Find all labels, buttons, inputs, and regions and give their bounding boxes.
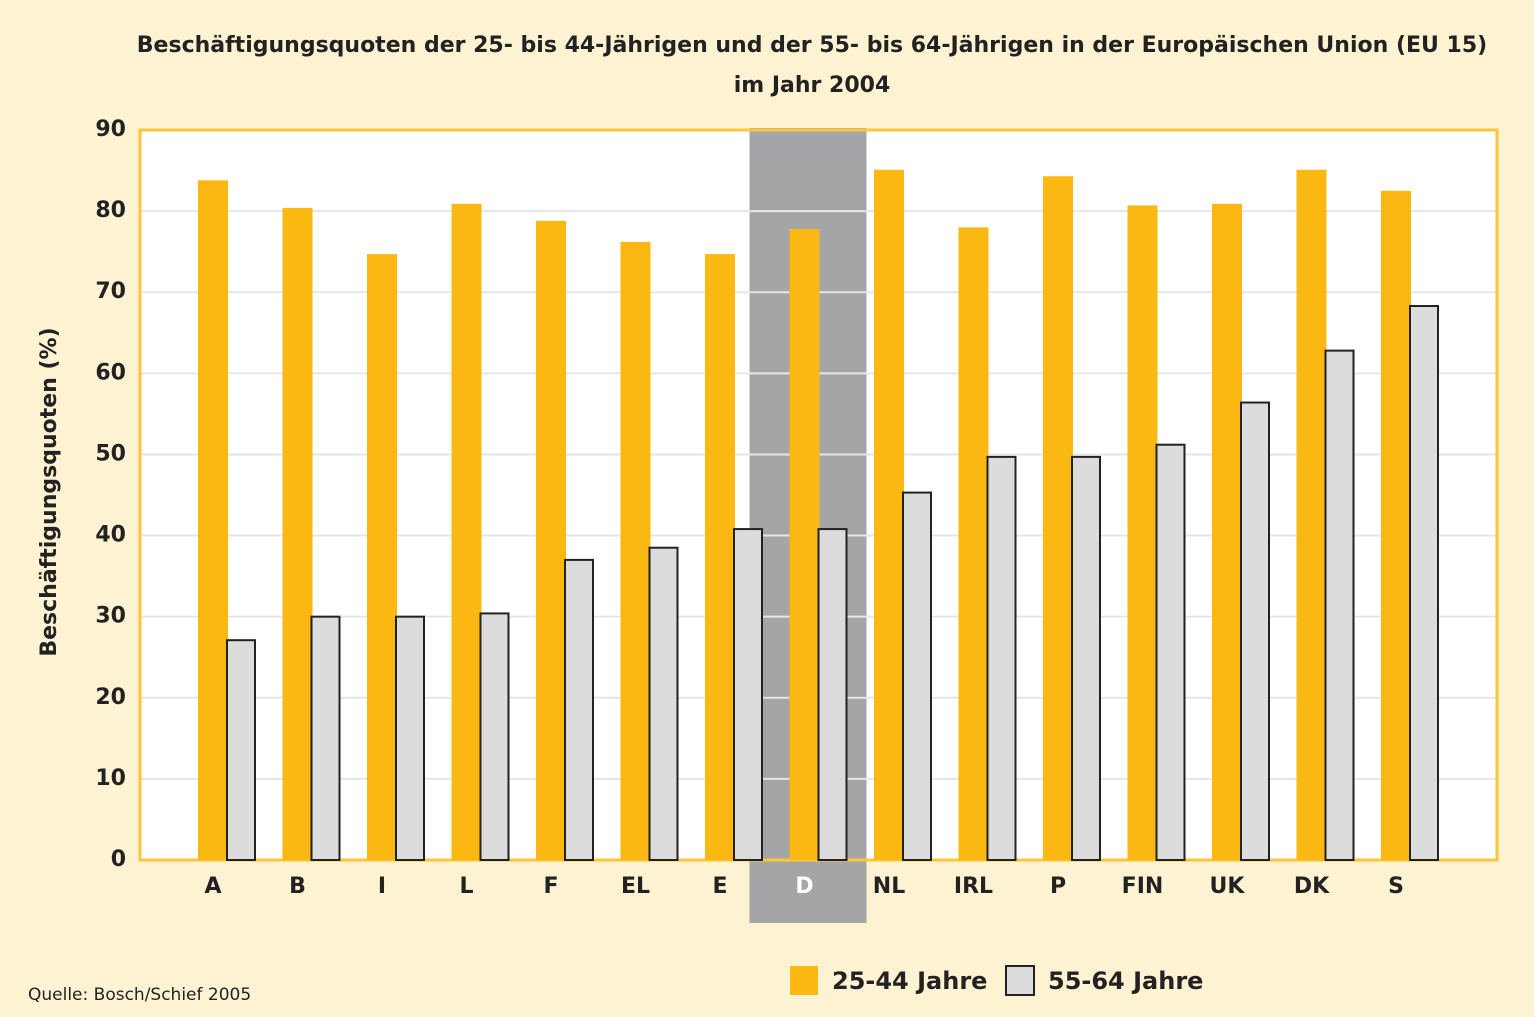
bar	[958, 227, 989, 861]
y-tick-label: 40	[95, 523, 126, 548]
bar	[479, 612, 510, 862]
source: Quelle: Bosch/Schief 2005	[28, 985, 251, 1005]
y-tick-label: 60	[95, 360, 126, 385]
x-tick-label: I	[378, 874, 386, 899]
legend-label: 25-44 Jahre	[832, 967, 987, 995]
x-tick-label: NL	[873, 874, 905, 899]
x-tick-label: F	[543, 874, 558, 899]
chart-title: im Jahr 2004	[734, 73, 891, 98]
bar	[1381, 190, 1411, 861]
x-tick-label: FIN	[1122, 874, 1164, 899]
bar	[620, 241, 651, 860]
legend-swatch	[790, 966, 818, 995]
bar	[226, 639, 256, 862]
bar	[1043, 176, 1073, 860]
y-tick-label: 10	[95, 766, 126, 791]
x-tick-label: DK	[1294, 874, 1330, 899]
bar	[648, 546, 679, 861]
bar	[1071, 455, 1101, 861]
x-tick-label: EL	[621, 874, 650, 899]
bar	[1324, 349, 1355, 861]
bar	[536, 220, 566, 860]
bar	[986, 455, 1017, 861]
bar	[564, 558, 594, 862]
bar	[451, 203, 482, 861]
x-tick-label: L	[459, 874, 473, 899]
x-tick-label: S	[1388, 874, 1404, 899]
y-tick-label: 30	[95, 604, 126, 629]
y-tick-label: 70	[95, 279, 126, 304]
y-tick-label: 0	[111, 847, 126, 872]
bar	[1212, 203, 1242, 861]
bar	[902, 491, 932, 861]
chart-title: Beschäftigungsquoten der 25- bis 44-Jähr…	[137, 33, 1487, 58]
bar	[282, 207, 313, 860]
bar	[367, 254, 397, 861]
bar	[874, 169, 904, 860]
bar	[733, 528, 763, 861]
y-axis-label: Beschäftigungsquoten (%)	[37, 327, 62, 656]
bar	[198, 180, 228, 861]
bar	[1296, 169, 1327, 860]
x-tick-label: B	[289, 874, 306, 899]
x-tick-label: UK	[1210, 874, 1246, 899]
y-tick-label: 80	[95, 198, 126, 223]
x-tick-label: A	[204, 874, 221, 899]
bar	[705, 254, 735, 861]
bar	[789, 228, 820, 860]
bar	[1155, 443, 1186, 861]
y-tick-label: 90	[95, 117, 126, 142]
x-tick-label: IRL	[954, 874, 993, 899]
bar	[310, 615, 341, 862]
y-tick-label: 20	[95, 685, 126, 710]
legend-swatch	[1005, 965, 1035, 996]
x-tick-label: D	[795, 874, 813, 899]
bar	[1409, 305, 1439, 861]
bar	[395, 615, 425, 862]
bar	[1240, 401, 1270, 861]
x-tick-label: E	[712, 874, 727, 899]
bar	[817, 528, 848, 861]
y-tick-label: 50	[95, 441, 126, 466]
legend-label: 55-64 Jahre	[1048, 967, 1203, 995]
x-tick-label: P	[1050, 874, 1066, 899]
bar	[1127, 205, 1158, 860]
